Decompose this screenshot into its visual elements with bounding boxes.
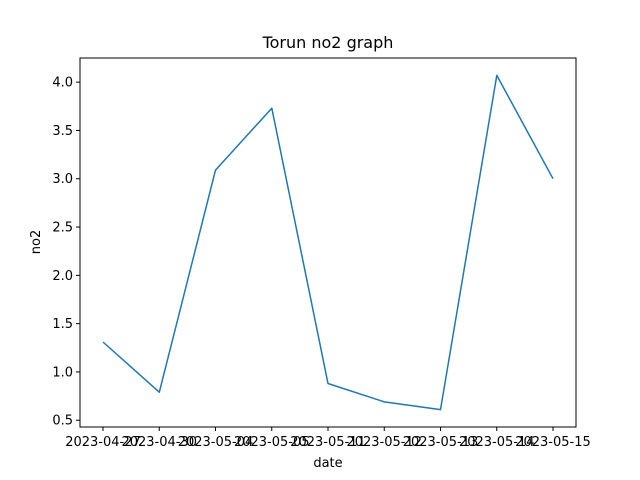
series-line-0	[102, 74, 554, 411]
chart-title: Torun no2 graph	[262, 33, 394, 52]
y-tick-label: 3.5	[52, 124, 73, 139]
axes-frame	[79, 57, 577, 428]
x-tick-label: 2023-05-13	[403, 435, 479, 450]
y-tick-label: 3.0	[52, 172, 73, 187]
x-tick-label: 2023-05-11	[290, 435, 366, 450]
x-tick-label: 2023-04-30	[121, 435, 197, 450]
y-axis-title: no2	[29, 230, 44, 254]
y-tick-label: 1.5	[52, 317, 73, 332]
y-axis: 0.5 1.0 1.5 2.0 2.5 3.0 3.5 4.0	[52, 76, 80, 429]
y-tick-label: 4.0	[52, 76, 73, 91]
y-tick-label: 0.5	[52, 414, 73, 429]
x-tick-label: 2023-05-12	[346, 435, 422, 450]
x-tick-label: 2023-05-15	[515, 435, 591, 450]
x-axis-title: date	[313, 456, 342, 471]
x-tick-label: 2023-05-14	[459, 435, 535, 450]
y-tick-label: 2.0	[52, 269, 73, 284]
y-tick-label: 2.5	[52, 221, 73, 236]
x-tick-label: 2023-05-05	[234, 435, 310, 450]
plot-area	[102, 74, 554, 411]
y-tick-label: 1.0	[52, 365, 73, 380]
x-tick-label: 2023-04-27	[65, 435, 141, 450]
x-axis: 2023-04-272023-04-302023-05-042023-05-05…	[65, 427, 591, 450]
x-tick-label: 2023-05-04	[178, 435, 254, 450]
